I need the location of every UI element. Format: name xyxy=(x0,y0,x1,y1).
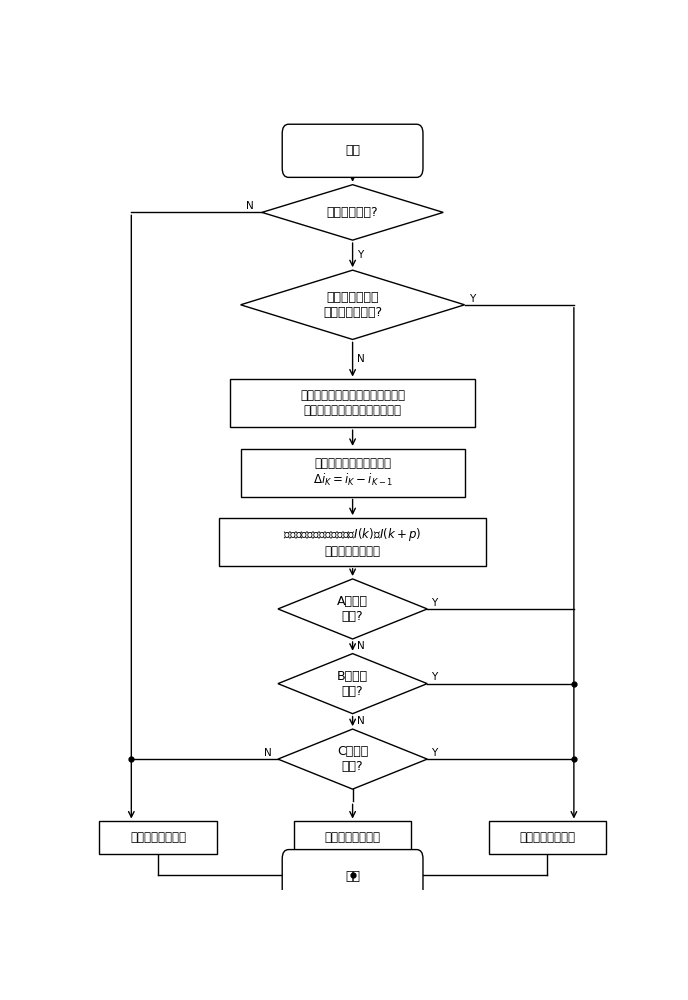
Text: Y: Y xyxy=(357,250,363,260)
Bar xyxy=(488,821,606,854)
Text: 开放三相差动保护: 开放三相差动保护 xyxy=(519,831,575,844)
Polygon shape xyxy=(278,729,427,789)
Text: 对微分后的公共绕组电流中$I(k)$、$I(k+p)$
的对称性进行判断: 对微分后的公共绕组电流中$I(k)$、$I(k+p)$ 的对称性进行判断 xyxy=(283,526,422,558)
Bar xyxy=(241,449,464,497)
Text: C相电流
对称?: C相电流 对称? xyxy=(337,745,368,773)
Polygon shape xyxy=(241,270,464,339)
Bar xyxy=(99,821,217,854)
Text: 差动保护启动?: 差动保护启动? xyxy=(327,206,378,219)
Polygon shape xyxy=(262,185,443,240)
Polygon shape xyxy=(278,654,427,714)
Text: 结束: 结束 xyxy=(345,870,360,883)
Text: 开始: 开始 xyxy=(345,144,360,157)
Text: Y: Y xyxy=(469,294,475,304)
Text: 对每相电流进行微分处理
$\Delta i_K = i_K - i_{K-1}$: 对每相电流进行微分处理 $\Delta i_K = i_K - i_{K-1}$ xyxy=(312,457,393,488)
FancyBboxPatch shape xyxy=(282,124,423,177)
Text: Y: Y xyxy=(431,748,438,758)
Text: 开放本相差动保护: 开放本相差动保护 xyxy=(325,831,380,844)
Bar xyxy=(219,518,486,566)
Text: N: N xyxy=(246,201,254,211)
Text: A相电流
对称?: A相电流 对称? xyxy=(337,595,368,623)
Text: B相电流
对称?: B相电流 对称? xyxy=(337,670,368,698)
Text: 对公共绕组电流幅值进行计算，并
对每相电流的幅值大小进行判断: 对公共绕组电流幅值进行计算，并 对每相电流的幅值大小进行判断 xyxy=(300,389,405,417)
Text: Y: Y xyxy=(431,672,438,682)
Text: N: N xyxy=(357,716,365,726)
Text: 闭锁三相差动保护: 闭锁三相差动保护 xyxy=(130,831,186,844)
Text: N: N xyxy=(357,641,365,651)
Bar xyxy=(294,821,411,854)
Bar xyxy=(230,379,475,427)
Text: N: N xyxy=(357,354,365,364)
Text: N: N xyxy=(264,748,272,758)
FancyBboxPatch shape xyxy=(282,850,423,903)
Text: Y: Y xyxy=(431,598,438,608)
Text: 三相差流中的二
次谐波含量都低?: 三相差流中的二 次谐波含量都低? xyxy=(323,291,382,319)
Polygon shape xyxy=(278,579,427,639)
